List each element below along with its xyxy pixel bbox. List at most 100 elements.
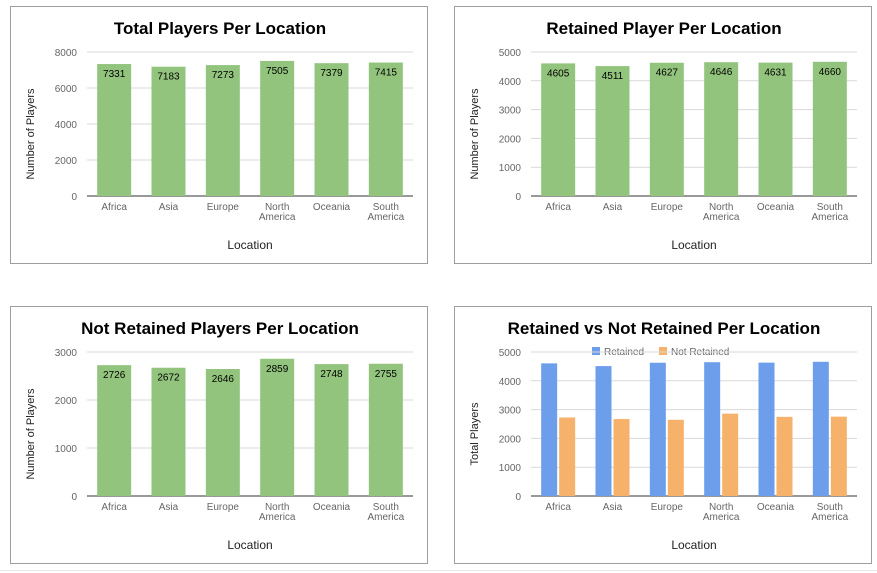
y-tick-label: 5000 xyxy=(499,48,522,59)
y-tick-label: 8000 xyxy=(55,48,78,59)
x-tick-label: Europe xyxy=(207,202,240,213)
bar-retained xyxy=(704,362,721,496)
x-tick-label: Africa xyxy=(101,202,127,213)
x-tick-label-line: South xyxy=(373,202,399,213)
data-label: 7273 xyxy=(212,70,235,81)
y-tick-label: 2000 xyxy=(499,434,522,445)
x-tick-label: South America xyxy=(811,502,848,523)
data-label: 7183 xyxy=(157,72,180,83)
x-tick-label: Oceania xyxy=(313,502,351,513)
x-axis-title: Location xyxy=(671,538,716,552)
data-label: 4646 xyxy=(710,67,733,78)
x-tick-label: North America xyxy=(259,202,296,223)
data-label: 2646 xyxy=(212,374,235,385)
bar-not-retained xyxy=(722,413,739,496)
bar-retained xyxy=(812,361,829,496)
bar xyxy=(595,66,630,197)
chart-title: Not Retained Players Per Location xyxy=(81,319,359,338)
chart-retained-players: Retained Player Per Location 0 1000 2000 300… xyxy=(469,19,857,252)
legend-swatch-retained xyxy=(592,347,600,355)
y-tick-label: 6000 xyxy=(55,84,78,95)
bar-retained xyxy=(541,363,558,496)
x-tick-label: Asia xyxy=(159,202,179,213)
bar xyxy=(812,61,847,197)
x-tick-label: Oceania xyxy=(313,202,351,213)
bar-not-retained xyxy=(613,419,630,496)
chart-not-retained-players: Not Retained Players Per Location 0 1000 20… xyxy=(25,319,413,552)
x-tick-label-line: South xyxy=(817,502,843,513)
y-tick-label: 4000 xyxy=(55,120,78,131)
x-tick-label: South America xyxy=(367,202,404,223)
data-label: 7379 xyxy=(320,68,343,79)
bar-not-retained xyxy=(559,417,576,496)
y-tick-label: 3000 xyxy=(55,348,78,359)
x-axis-title: Location xyxy=(227,238,272,252)
bar xyxy=(649,62,684,196)
x-tick-label: Oceania xyxy=(757,202,795,213)
y-tick-label: 3000 xyxy=(499,406,522,417)
y-tick-label: 4000 xyxy=(499,77,522,88)
x-tick-label-line: South xyxy=(373,502,399,513)
x-tick-label: Africa xyxy=(545,202,571,213)
data-label: 4631 xyxy=(764,68,787,79)
x-tick-label: Europe xyxy=(651,502,684,513)
x-tick-label-line: North xyxy=(265,502,289,513)
x-tick-label: Africa xyxy=(101,502,127,513)
bar xyxy=(704,62,739,196)
y-tick-label: 0 xyxy=(71,492,77,503)
x-tick-label: Asia xyxy=(159,502,179,513)
y-axis-title: Total Players xyxy=(469,402,481,465)
chart-total-players: Total Players Per Location 0 2000 4000 6000 8… xyxy=(25,19,413,252)
x-axis-title: Location xyxy=(671,238,716,252)
data-label: 2672 xyxy=(157,373,180,384)
bar-retained xyxy=(595,366,612,496)
data-label: 4660 xyxy=(819,67,842,78)
y-tick-label: 2000 xyxy=(55,156,78,167)
x-tick-label: Europe xyxy=(207,502,240,513)
data-label: 7505 xyxy=(266,66,289,77)
data-label: 4511 xyxy=(602,71,624,82)
y-tick-label: 5000 xyxy=(499,348,522,359)
bar xyxy=(205,368,240,496)
x-tick-label: Asia xyxy=(603,502,623,513)
x-tick-label: Africa xyxy=(545,502,571,513)
data-label: 2859 xyxy=(266,364,289,375)
bar xyxy=(260,60,295,196)
x-tick-label-line: America xyxy=(367,212,404,223)
bar xyxy=(151,367,186,496)
divider xyxy=(0,570,877,571)
data-label: 2748 xyxy=(320,369,343,380)
bar xyxy=(368,363,403,496)
y-axis-title: Number of Players xyxy=(25,388,37,480)
x-tick-label: Asia xyxy=(603,202,623,213)
y-axis-title: Number of Players xyxy=(25,88,37,180)
bar-not-retained xyxy=(830,416,847,496)
y-tick-label: 1000 xyxy=(499,463,522,474)
x-tick-label: South America xyxy=(367,502,404,523)
x-tick-label-line: America xyxy=(367,512,404,523)
chart-title: Retained Player Per Location xyxy=(546,19,781,38)
y-tick-label: 0 xyxy=(71,192,77,203)
x-tick-label-line: America xyxy=(703,212,740,223)
x-axis-title: Location xyxy=(227,538,272,552)
x-tick-label: North America xyxy=(703,502,740,523)
data-label: 7415 xyxy=(375,68,398,79)
y-tick-label: 0 xyxy=(515,192,521,203)
x-tick-label: North America xyxy=(703,202,740,223)
x-tick-label: Oceania xyxy=(757,502,795,513)
x-tick-label-line: America xyxy=(811,512,848,523)
chart-title: Retained vs Not Retained Per Location xyxy=(508,319,821,338)
bar xyxy=(205,65,240,196)
data-label: 4627 xyxy=(656,68,679,79)
x-tick-label: Europe xyxy=(651,202,684,213)
y-tick-label: 2000 xyxy=(499,134,522,145)
x-tick-label: North America xyxy=(259,502,296,523)
bar xyxy=(314,63,349,196)
y-tick-label: 1000 xyxy=(499,163,522,174)
x-tick-label-line: America xyxy=(703,512,740,523)
x-tick-label-line: America xyxy=(259,212,296,223)
legend-swatch-not-retained xyxy=(659,347,667,355)
data-label: 7331 xyxy=(103,69,126,80)
chart-title: Total Players Per Location xyxy=(114,19,326,38)
x-tick-label-line: America xyxy=(811,212,848,223)
